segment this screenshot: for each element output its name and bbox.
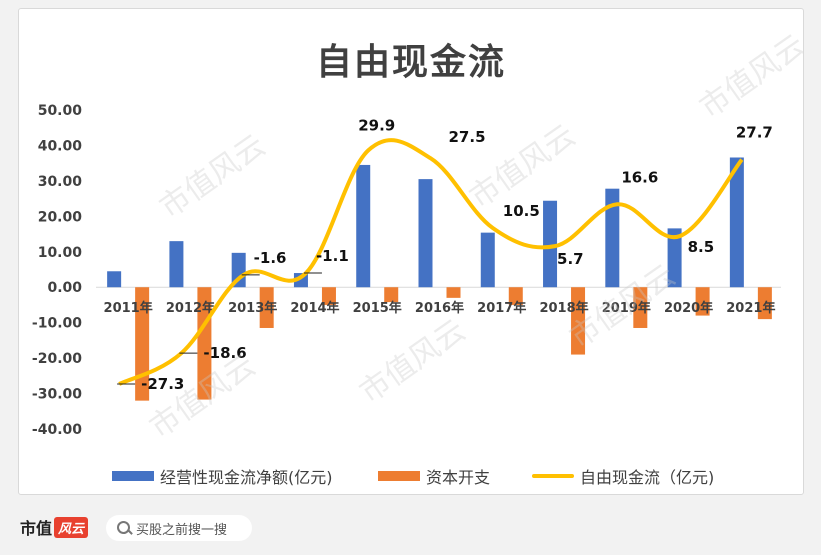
- bar-operating-cashflow: [667, 228, 682, 288]
- brand-name: 市值: [20, 519, 53, 538]
- x-tick-label: 2019年: [602, 300, 651, 316]
- bar-operating-cashflow: [605, 188, 620, 288]
- data-label: 16.6: [621, 168, 658, 186]
- x-tick-label: 2017年: [477, 300, 526, 316]
- data-label: -1.6: [254, 249, 287, 267]
- y-tick-label: 0.00: [47, 280, 82, 296]
- x-tick-label: 2015年: [353, 300, 402, 316]
- bar-capex: [384, 287, 399, 303]
- search-icon: [114, 517, 136, 539]
- bar-capex: [197, 287, 212, 400]
- footer-bar: 市值 风云 买股之前搜一搜: [0, 505, 821, 555]
- bar-operating-cashflow: [543, 200, 558, 288]
- x-tick-label: 2020年: [664, 300, 713, 316]
- legend-item-capex: 资本开支: [378, 464, 490, 488]
- bar-operating-cashflow: [356, 164, 371, 288]
- y-tick-label: -40.00: [32, 422, 82, 438]
- legend-label: 自由现金流（亿元): [580, 468, 715, 487]
- chart-card: 自由现金流 50.00 40.00 30.00 20.00 10.00 0.00 -10.0…: [18, 8, 804, 495]
- bar-capex: [633, 287, 648, 328]
- bar-capex: [259, 287, 274, 328]
- y-tick-label: 10.00: [38, 245, 83, 261]
- data-label: 5.7: [557, 250, 584, 268]
- bar-capex: [757, 287, 772, 320]
- data-label: 29.9: [358, 116, 395, 134]
- legend-swatch-yellow: [532, 474, 574, 478]
- watermark-text: 市值风云: [154, 128, 272, 225]
- chart-plot: 50.00 40.00 30.00 20.00 10.00 0.00 -10.00 -20.0…: [32, 28, 803, 445]
- x-tick-label: 2021年: [726, 300, 775, 316]
- y-tick-label: 40.00: [38, 138, 83, 154]
- data-label: 10.5: [503, 202, 540, 220]
- data-label: -27.3: [141, 375, 184, 393]
- y-tick-label: 50.00: [38, 103, 83, 119]
- bar-capex: [321, 287, 336, 305]
- x-tick-label: 2016年: [415, 300, 464, 316]
- data-label: 27.7: [736, 124, 773, 142]
- watermark-text: 市值风云: [694, 28, 803, 125]
- search-text: 买股之前搜一搜: [136, 522, 228, 538]
- y-tick-label: 20.00: [38, 209, 83, 225]
- bar-capex: [695, 287, 710, 316]
- bar-capex: [446, 287, 461, 298]
- bar-operating-cashflow: [231, 252, 246, 288]
- legend-label: 经营性现金流净额(亿元): [160, 468, 333, 487]
- bar-operating-cashflow: [107, 271, 122, 288]
- y-tick-label: -30.00: [32, 387, 82, 403]
- legend-item-free-cashflow: 自由现金流（亿元): [532, 464, 714, 488]
- bar-capex: [508, 287, 523, 305]
- x-tick-label: 2011年: [104, 300, 153, 316]
- legend-label: 资本开支: [426, 468, 491, 487]
- line-free-cashflow: [118, 138, 744, 386]
- x-tick-label: 2014年: [290, 300, 339, 316]
- bar-operating-cashflow: [418, 179, 433, 288]
- x-tick-label: 2013年: [228, 300, 277, 316]
- data-label: 8.5: [688, 238, 715, 256]
- legend-swatch-orange: [378, 471, 420, 481]
- bar-operating-cashflow: [729, 157, 744, 288]
- legend-item-operating-cashflow: 经营性现金流净额(亿元): [112, 464, 333, 488]
- bar-operating-cashflow: [480, 232, 495, 288]
- x-tick-label: 2018年: [539, 300, 588, 316]
- y-tick-label: -10.00: [32, 316, 82, 332]
- data-label: -1.1: [316, 247, 349, 265]
- watermark-text: 市值风云: [354, 313, 472, 410]
- data-label: 27.5: [449, 128, 486, 146]
- brand-badge: 风云: [54, 516, 89, 538]
- data-label: -18.6: [203, 344, 246, 362]
- brand-logo: 市值 风云: [20, 515, 89, 539]
- chart-title: 自由现金流: [315, 42, 506, 83]
- search-pill[interactable]: 买股之前搜一搜: [106, 515, 252, 541]
- bar-capex: [571, 287, 586, 355]
- bar-operating-cashflow: [169, 241, 184, 288]
- legend-swatch-blue: [112, 471, 154, 481]
- y-tick-label: -20.00: [32, 351, 82, 367]
- y-tick-label: 30.00: [38, 174, 83, 190]
- x-tick-label: 2012年: [166, 300, 215, 316]
